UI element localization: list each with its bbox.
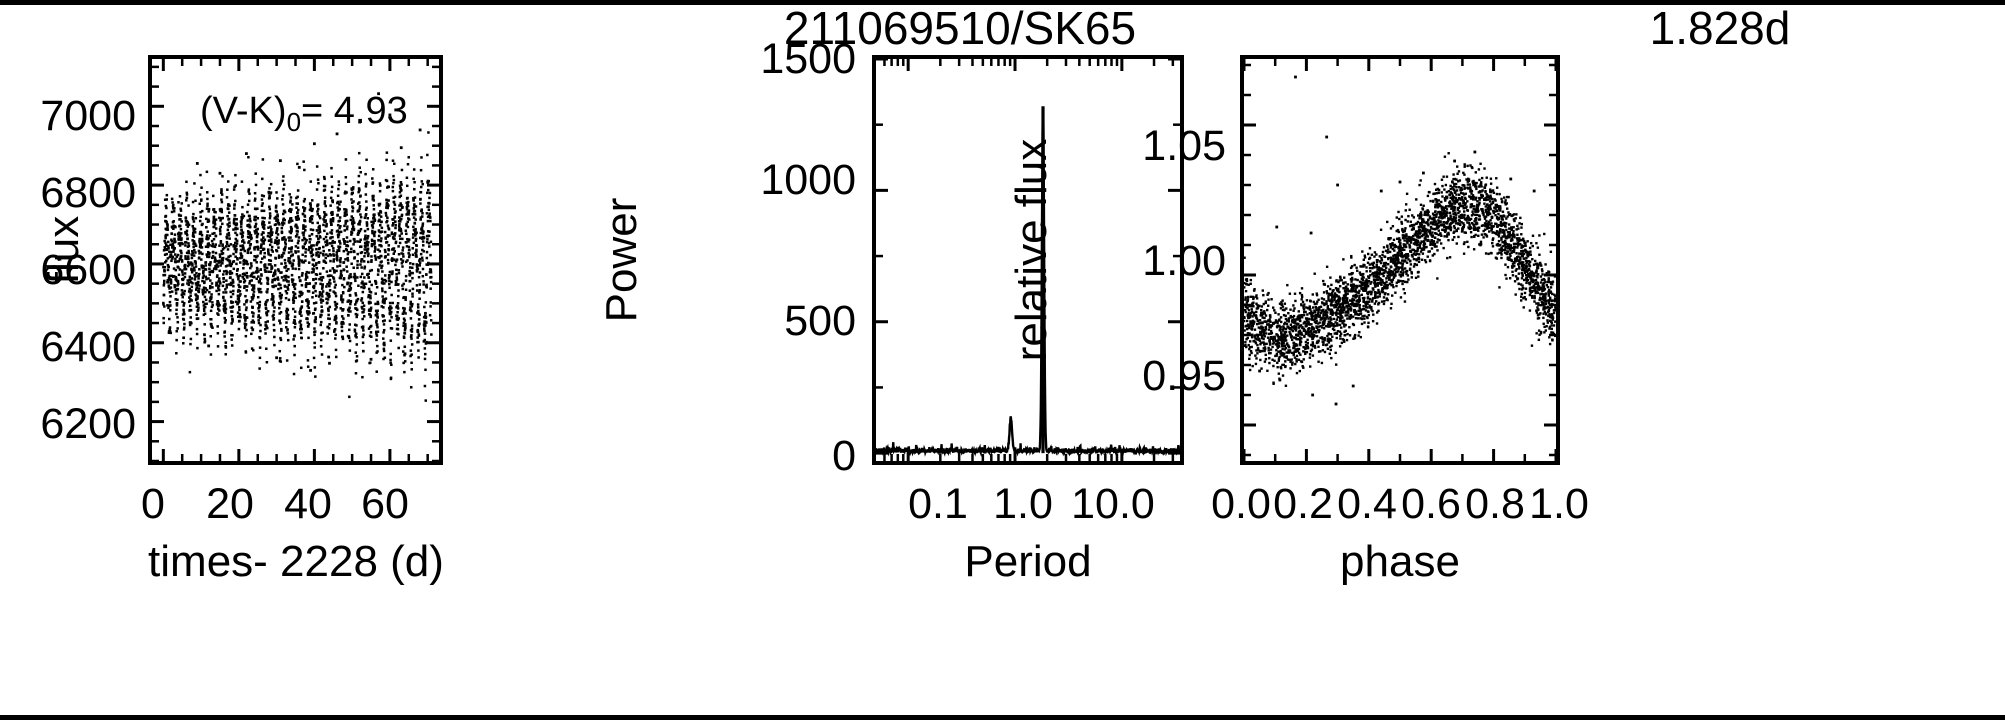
phase-folded-xtick-3: 0.6 bbox=[1401, 480, 1461, 528]
light-curve-ytick-4: 6200 bbox=[40, 400, 136, 448]
light-curve-y-axis-title: flux bbox=[39, 215, 88, 285]
periodogram-x-axis-title: Period bbox=[964, 537, 1092, 586]
light-curve-xtick-3: 60 bbox=[361, 480, 409, 528]
periodogram-plot-area bbox=[872, 55, 1184, 465]
periodogram-xtick-0: 0.1 bbox=[908, 480, 968, 528]
phase-folded-xtick-2: 0.4 bbox=[1337, 480, 1397, 528]
phase-folded-plot-area bbox=[1240, 55, 1560, 465]
phase-folded-xtick-1: 0.2 bbox=[1273, 480, 1333, 528]
periodogram-trace bbox=[876, 59, 1180, 461]
phase-folded-x-axis-title: phase bbox=[1340, 537, 1460, 586]
periodogram-y-axis-title: Power bbox=[597, 197, 646, 323]
periodogram-ytick-2: 500 bbox=[784, 297, 856, 345]
periodogram-ytick-0: 1500 bbox=[760, 35, 856, 83]
phase-folded-ytick-1: 1.00 bbox=[1142, 237, 1226, 285]
figure-title: 211069510/SK65 bbox=[783, 2, 1137, 54]
light-curve-ytick-1: 6800 bbox=[40, 169, 136, 217]
light-curve-xtick-1: 20 bbox=[206, 480, 254, 528]
color-index-value: = 4.93 bbox=[301, 90, 408, 132]
light-curve-plot-area bbox=[148, 55, 443, 465]
periodogram-xtick-1: 1.0 bbox=[993, 480, 1053, 528]
light-curve-xtick-2: 40 bbox=[284, 480, 332, 528]
color-index-subscript: 0 bbox=[286, 107, 302, 137]
light-curve-ytick-0: 7000 bbox=[40, 92, 136, 140]
light-curve-ytick-2: 6600 bbox=[40, 246, 136, 294]
light-curve-xtick-0: 0 bbox=[141, 480, 165, 528]
periodogram-xtick-2: 10.0 bbox=[1071, 480, 1155, 528]
phase-folded-xtick-4: 0.8 bbox=[1465, 480, 1525, 528]
light-curve-x-axis-title: times- 2228 (d) bbox=[148, 537, 444, 586]
phase-folded-points bbox=[1244, 59, 1556, 461]
phase-folded-ytick-0: 1.05 bbox=[1142, 122, 1226, 170]
phase-folded-xtick-0: 0.0 bbox=[1211, 480, 1271, 528]
light-curve-ytick-3: 6400 bbox=[40, 323, 136, 371]
period-title: 1.828d bbox=[1649, 2, 1791, 54]
phase-folded-xtick-5: 1.0 bbox=[1529, 480, 1589, 528]
phase-folded-y-axis-title: relative flux bbox=[1007, 138, 1056, 362]
phase-folded-ytick-2: 0.95 bbox=[1142, 352, 1226, 400]
figure-top-border bbox=[0, 0, 2005, 5]
figure-bottom-border bbox=[0, 715, 2005, 720]
color-index-annotation: (V-K)0= 4.93 bbox=[200, 90, 408, 137]
color-index-prefix: (V-K) bbox=[200, 90, 287, 132]
periodogram-ytick-3: 0 bbox=[832, 432, 856, 480]
periodogram-ytick-1: 1000 bbox=[760, 156, 856, 204]
light-curve-points bbox=[152, 59, 439, 461]
